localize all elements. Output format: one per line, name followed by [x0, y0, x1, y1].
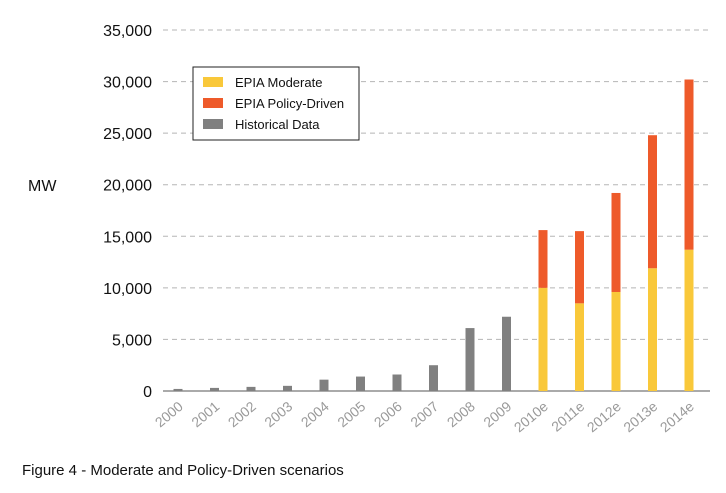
x-tick-label: 2013e	[620, 398, 660, 435]
x-tick-label: 2010e	[511, 398, 551, 435]
x-tick-label: 2004	[298, 398, 332, 430]
bar-epia-policy-driven-2010e	[538, 230, 548, 288]
x-tick-label: 2006	[371, 398, 405, 430]
x-tick-label: 2002	[225, 398, 259, 430]
legend-swatch	[203, 98, 223, 108]
legend-swatch	[203, 77, 223, 87]
y-tick-label: 5,000	[112, 332, 152, 349]
bar-epia-moderate-2010e	[538, 287, 548, 391]
y-tick-label: 35,000	[103, 23, 152, 40]
bar-historical-data-2002	[246, 386, 256, 391]
bar-epia-policy-driven-2011e	[575, 231, 584, 304]
y-tick-label: 0	[143, 384, 152, 401]
bar-historical-data-2004	[319, 379, 329, 391]
y-tick-labels: 0 5,000 10,000 15,000 20,000 25,000 30,000 35,0…	[103, 23, 152, 401]
x-tick-label: 2012e	[584, 398, 624, 435]
figure-caption: Figure 4 - Moderate and Policy-Driven sc…	[22, 462, 344, 479]
legend-swatch	[203, 119, 223, 129]
bar-historical-data-2000	[173, 388, 183, 391]
bar-historical-data-2003	[283, 385, 292, 391]
y-tick-label: 30,000	[103, 75, 152, 92]
y-tick-label: 15,000	[103, 229, 152, 246]
x-tick-label: 2007	[407, 398, 441, 430]
y-tick-label: 25,000	[103, 126, 152, 143]
bar-epia-moderate-2012e	[611, 291, 621, 391]
bar-historical-data-2008	[465, 328, 475, 391]
bar-epia-policy-driven-2014e	[684, 79, 694, 250]
bar-epia-policy-driven-2012e	[611, 192, 621, 292]
x-tick-label: 2003	[261, 398, 295, 430]
bar-epia-moderate-2011e	[575, 303, 584, 391]
x-tick-label: 2000	[152, 398, 186, 430]
bar-epia-policy-driven-2013e	[648, 135, 657, 269]
legend-label: EPIA Moderate	[235, 75, 322, 90]
x-tick-label: 2011e	[548, 398, 587, 435]
x-tick-label: 2009	[480, 398, 514, 430]
y-axis-label: MW	[28, 178, 57, 195]
x-tick-label: 2005	[334, 398, 368, 430]
legend: EPIA Moderate EPIA Policy-Driven Historica…	[192, 66, 360, 141]
bar-historical-data-2001	[210, 387, 219, 391]
bar-historical-data-2009	[502, 316, 511, 391]
x-tick-label: 2014e	[657, 398, 697, 435]
bar-epia-moderate-2014e	[684, 249, 694, 391]
x-tick-label: 2008	[444, 398, 478, 430]
y-tick-label: 10,000	[103, 281, 152, 298]
x-tick-labels: 2000 2001 2002 2003 2004 2005 2006 2007 2008 2009…	[152, 398, 697, 435]
bar-historical-data-2006	[392, 374, 402, 391]
x-tick-label: 2001	[188, 398, 222, 430]
bar-historical-data-2007	[429, 365, 438, 391]
legend-label: Historical Data	[235, 117, 320, 132]
y-tick-label: 20,000	[103, 178, 152, 195]
bar-historical-data-2005	[356, 376, 365, 391]
gridlines	[163, 29, 710, 340]
bar-epia-moderate-2013e	[648, 268, 657, 391]
legend-label: EPIA Policy-Driven	[235, 96, 344, 111]
bars	[173, 79, 694, 391]
